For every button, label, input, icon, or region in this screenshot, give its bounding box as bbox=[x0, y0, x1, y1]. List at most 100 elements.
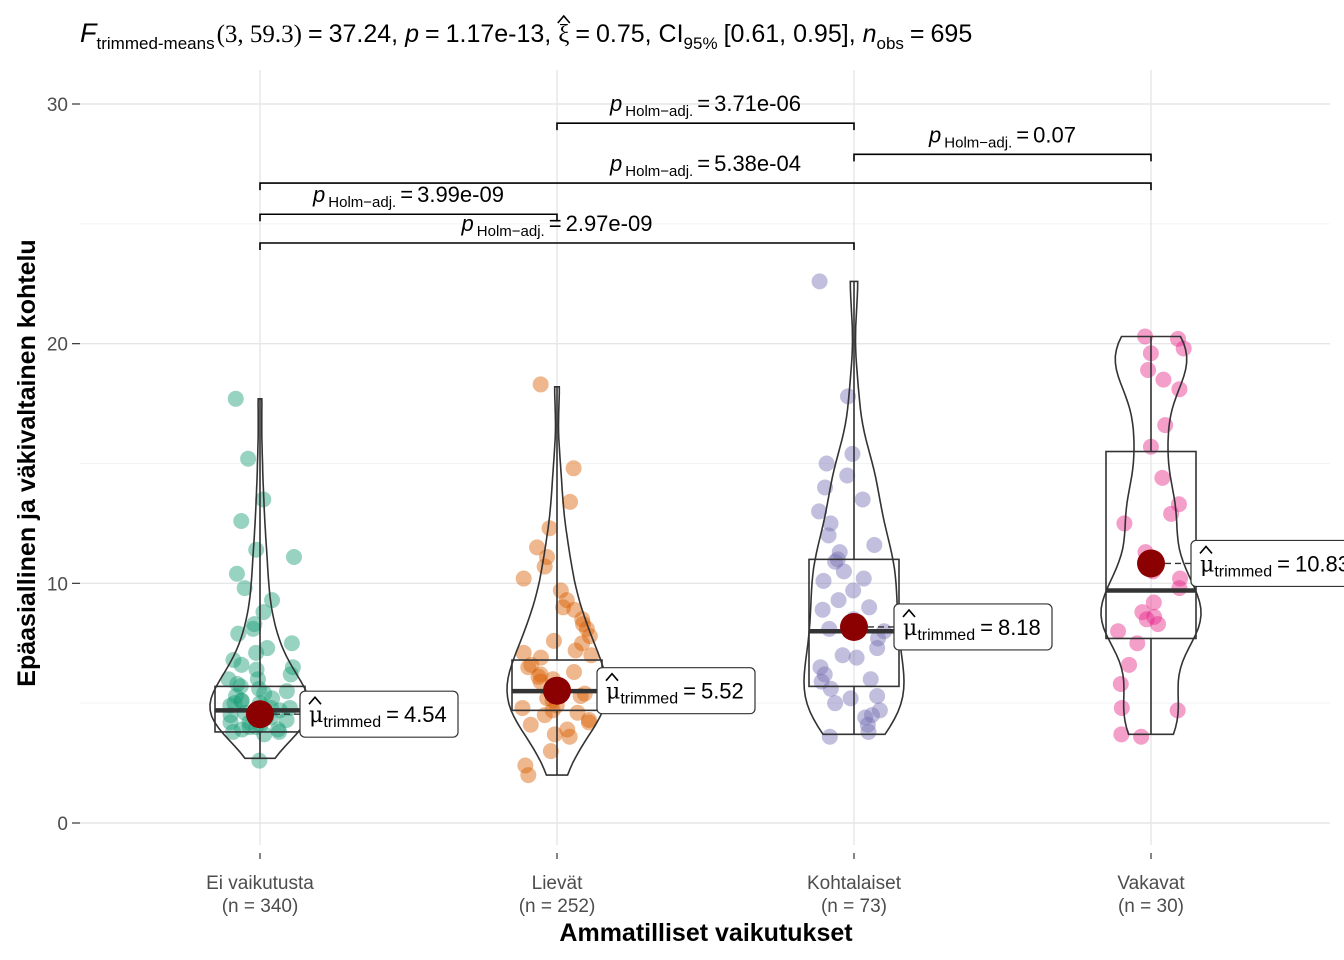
title-xi-hat bbox=[557, 14, 571, 24]
x-axis: Ei vaikutusta(n = 340) Lievät(n = 252) Koh… bbox=[206, 853, 1185, 917]
mean-label-box bbox=[596, 667, 756, 715]
data-point bbox=[552, 582, 569, 599]
mean-label-symbol: μ bbox=[903, 616, 917, 641]
title-p-value: 1.17e-13 bbox=[446, 20, 545, 48]
data-point bbox=[256, 685, 273, 702]
data-point bbox=[863, 707, 880, 724]
trimmed-mean-point bbox=[246, 700, 274, 729]
trimmed-mean-point bbox=[1137, 549, 1165, 578]
data-point bbox=[814, 601, 831, 618]
data-point bbox=[1170, 330, 1187, 347]
data-point bbox=[249, 671, 266, 688]
mean-label-value: 4.54 bbox=[404, 702, 447, 727]
data-point bbox=[870, 630, 887, 647]
x-tick-label: Kohtalaiset bbox=[807, 873, 902, 894]
data-point bbox=[529, 539, 546, 556]
data-point bbox=[1129, 635, 1146, 652]
mean-label-sub: trimmed bbox=[1214, 563, 1272, 580]
data-point bbox=[240, 450, 257, 467]
data-point bbox=[821, 728, 838, 745]
trimmed-mean-point bbox=[840, 612, 868, 641]
data-point bbox=[251, 680, 268, 697]
comparison-p-value: 2.97e-09 bbox=[566, 211, 653, 236]
data-point bbox=[1116, 515, 1133, 532]
data-point bbox=[233, 513, 250, 530]
data-point bbox=[264, 592, 281, 609]
data-point bbox=[1133, 728, 1150, 745]
title-n-value: 695 bbox=[931, 20, 973, 48]
x-tick-label: Lievät bbox=[532, 873, 583, 894]
x-tick-n-label: (n = 252) bbox=[519, 896, 596, 917]
mean-label: μtrimmed = 4.54 bbox=[309, 702, 447, 731]
comparison-label: p Holm−adj. = 3.71e-06 bbox=[609, 91, 801, 120]
mean-label-value: 10.83 bbox=[1295, 551, 1344, 576]
title-effect-value: 0.75 bbox=[596, 20, 645, 48]
data-point bbox=[580, 711, 597, 728]
violin-outline bbox=[209, 398, 311, 760]
mean-label-symbol: μ bbox=[309, 703, 323, 728]
mean-label-box bbox=[1190, 539, 1344, 588]
violin-outline bbox=[803, 280, 905, 736]
data-point bbox=[1113, 726, 1130, 743]
data-point bbox=[542, 743, 559, 760]
data-point bbox=[575, 616, 592, 633]
mean-label-box bbox=[893, 603, 1053, 651]
data-point bbox=[820, 527, 837, 544]
data-point bbox=[558, 592, 575, 609]
data-point bbox=[1138, 611, 1155, 628]
group-0: μtrimmed = 4.54 bbox=[209, 390, 459, 769]
comparison-label: p Holm−adj. = 3.99e-09 bbox=[312, 182, 504, 211]
title-stat-sub: trimmed-means bbox=[97, 34, 215, 53]
data-point bbox=[830, 592, 847, 609]
data-point bbox=[574, 635, 591, 652]
violin-outline bbox=[1100, 335, 1202, 736]
data-point bbox=[854, 491, 871, 508]
comparison-bracket: p Holm−adj. = 5.38e-04 bbox=[259, 151, 1152, 191]
data-point bbox=[236, 580, 253, 597]
data-point bbox=[234, 721, 251, 738]
data-point bbox=[230, 625, 247, 642]
x-tick-n-label: (n = 340) bbox=[222, 896, 299, 917]
y-tick-label: 10 bbox=[47, 574, 68, 595]
data-point bbox=[562, 493, 579, 510]
data-point bbox=[1113, 699, 1130, 716]
data-point bbox=[567, 642, 584, 659]
group-2: μtrimmed = 8.18 bbox=[803, 273, 1053, 745]
data-point bbox=[559, 721, 576, 738]
pairwise-comparisons: p Holm−adj. = 3.99e-09p Holm−adj. = 2.97e-09 p H… bbox=[259, 91, 1152, 251]
data-point bbox=[1121, 656, 1138, 673]
data-point bbox=[827, 695, 844, 712]
data-point bbox=[233, 656, 250, 673]
data-point bbox=[555, 599, 572, 616]
mean-label: μtrimmed = 5.52 bbox=[606, 679, 744, 708]
comparison-bracket: p Holm−adj. = 0.07 bbox=[853, 122, 1152, 162]
data-point bbox=[866, 536, 883, 553]
data-point bbox=[532, 649, 549, 666]
data-point bbox=[1112, 675, 1129, 692]
title-df: (3, 59.3) bbox=[217, 21, 302, 48]
data-point bbox=[811, 273, 828, 290]
mean-label-hat bbox=[605, 672, 619, 682]
data-point bbox=[226, 695, 243, 712]
title-stat-value: 37.24 bbox=[329, 20, 392, 48]
data-point bbox=[264, 690, 281, 707]
chart-title: Ftrimmed-means(3, 59.3) = 37.24, p = 1.17e-1… bbox=[80, 18, 972, 53]
comparison-label: p Holm−adj. = 0.07 bbox=[928, 122, 1076, 151]
mean-label-symbol: μ bbox=[1200, 552, 1214, 577]
data-point bbox=[522, 716, 539, 733]
comparison-p-value: 5.38e-04 bbox=[714, 151, 801, 176]
mean-label-value: 8.18 bbox=[998, 615, 1041, 640]
data-point bbox=[532, 376, 549, 393]
data-point bbox=[246, 616, 263, 633]
data-point bbox=[840, 388, 857, 405]
data-point bbox=[812, 659, 829, 676]
comparison-bracket: p Holm−adj. = 3.99e-09 bbox=[259, 182, 558, 222]
data-point bbox=[545, 632, 562, 649]
group-1: μtrimmed = 5.52 bbox=[506, 376, 756, 784]
mean-label-symbol: μ bbox=[606, 680, 620, 705]
data-point bbox=[848, 649, 865, 666]
data-point bbox=[1134, 604, 1151, 621]
data-point bbox=[818, 455, 835, 472]
data-point bbox=[248, 661, 265, 678]
data-point bbox=[514, 699, 531, 716]
